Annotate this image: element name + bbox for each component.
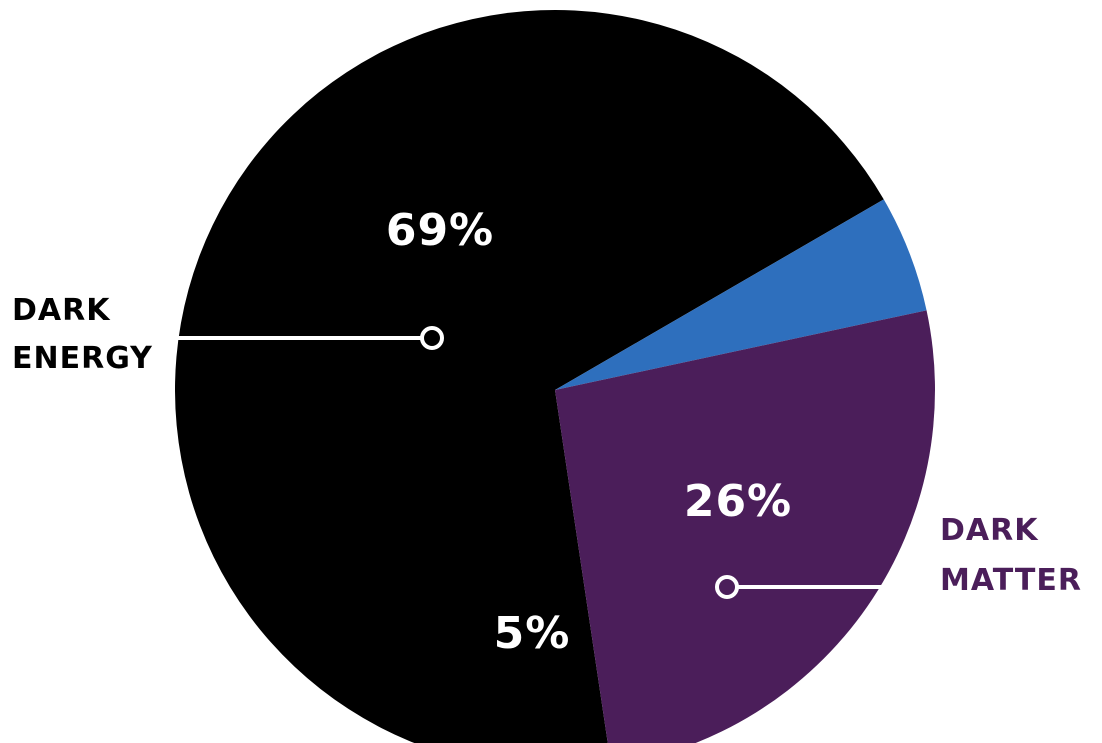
dark-matter-label-line-2: MATTER [940,563,1082,598]
dark-matter-label-line-1: DARK [940,513,1039,548]
pie-slices [175,10,935,743]
slice-dark-energy [175,10,884,743]
dark-energy-marker [420,326,444,350]
dark-energy-label-line-2: ENERGY [12,341,153,376]
slice-value-dark-energy: 69% [386,205,494,256]
slice-ordinary-matter [555,199,927,390]
dark-energy-callout: DARK ENERGY [12,293,444,376]
dark-energy-label-line-1: DARK [12,293,111,328]
dark-matter-callout: DARK MATTER [715,513,1082,599]
dark-matter-label: DARK MATTER [940,513,1082,598]
slice-dark-matter [555,310,935,743]
dark-energy-label: DARK ENERGY [12,293,153,376]
dark-matter-marker [715,575,739,599]
slice-value-ordinary-matter: 5% [494,608,571,659]
slice-value-dark-matter: 26% [684,476,792,527]
